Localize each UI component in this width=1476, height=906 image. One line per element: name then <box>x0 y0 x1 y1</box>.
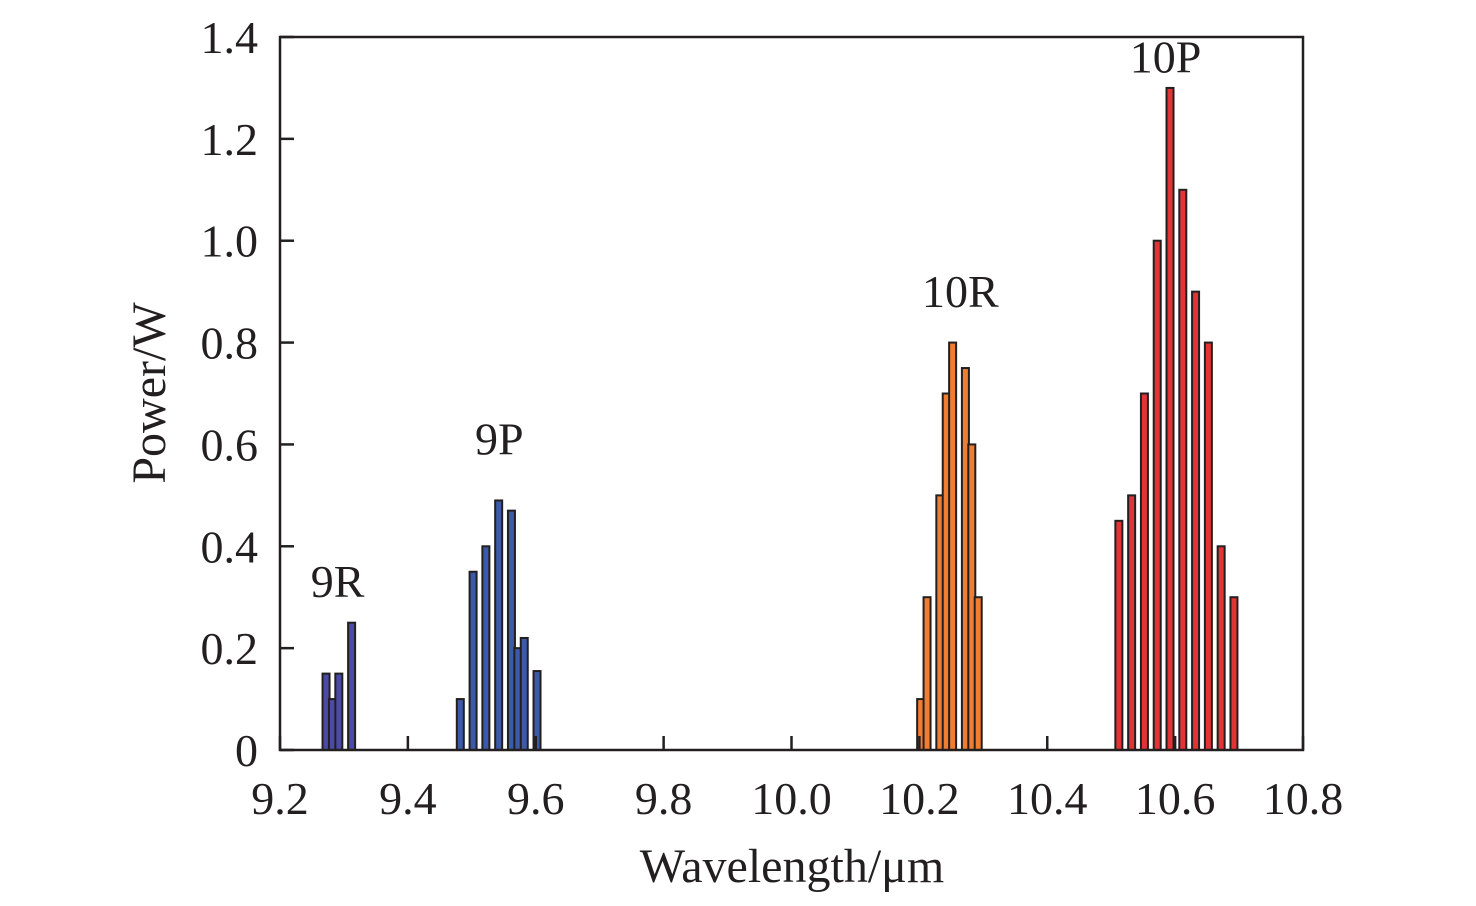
bar-9p-0 <box>455 698 465 752</box>
bar-10p-5 <box>1178 188 1188 752</box>
y-tick-label-1: 0.2 <box>201 623 259 674</box>
bar-9p-3 <box>494 499 504 752</box>
x-tick-label-2: 9.6 <box>507 773 565 824</box>
x-tick-label-4: 10.0 <box>751 773 832 824</box>
bar-9p-6 <box>519 636 529 752</box>
x-tick-label-3: 9.8 <box>635 773 693 824</box>
bar-9r-3 <box>347 621 357 751</box>
group-label-9r: 9R <box>311 556 365 607</box>
bar-9r-2 <box>334 672 344 751</box>
y-tick-label-2: 0.4 <box>201 521 259 572</box>
x-tick-label-5: 10.2 <box>879 773 960 824</box>
bar-10p-1 <box>1127 494 1137 751</box>
bar-10r-4 <box>948 341 958 751</box>
labels-layer: 9.2 9.4 9.6 9.8 10.0 10.2 10.4 10.6 10.8 0 0.2 0.4 0… <box>201 12 1344 824</box>
bar-10p-2 <box>1139 392 1149 751</box>
x-tick-label-0: 9.2 <box>251 773 309 824</box>
plot-frame <box>278 35 1305 752</box>
y-tick-label-5: 1.0 <box>201 216 259 267</box>
x-tick-label-6: 10.4 <box>1007 773 1088 824</box>
bars-layer <box>321 86 1239 752</box>
bar-10p-0 <box>1114 519 1124 751</box>
bar-10p-6 <box>1191 290 1201 751</box>
y-tick-label-3: 0.6 <box>201 419 259 470</box>
bar-10r-7 <box>973 596 983 752</box>
x-tick-label-1: 9.4 <box>379 773 437 824</box>
bar-9p-1 <box>468 570 478 751</box>
y-tick-label-0: 0 <box>235 725 258 776</box>
bar-10p-8 <box>1216 545 1226 751</box>
group-labels-layer: 9R 9P 10R 10P <box>311 32 1202 608</box>
x-tick-label-8: 10.8 <box>1263 773 1344 824</box>
y-tick-label-7: 1.4 <box>201 12 259 63</box>
bar-9p-2 <box>481 545 491 751</box>
bar-10p-4 <box>1165 86 1175 752</box>
group-label-10p: 10P <box>1130 32 1202 83</box>
ticks-layer <box>278 35 1305 752</box>
x-axis-title: Wavelength/μm <box>640 840 944 893</box>
y-tick-label-4: 0.8 <box>201 318 259 369</box>
y-tick-label-6: 1.2 <box>201 114 259 165</box>
bar-10p-3 <box>1152 239 1162 752</box>
y-axis-title: Power/W <box>123 302 176 484</box>
bar-10p-9 <box>1229 596 1239 752</box>
group-label-10r: 10R <box>922 266 999 317</box>
bar-10r-1 <box>922 596 932 752</box>
x-tick-label-7: 10.6 <box>1135 773 1216 824</box>
bar-10p-7 <box>1203 341 1213 751</box>
group-label-9p: 9P <box>475 414 524 465</box>
